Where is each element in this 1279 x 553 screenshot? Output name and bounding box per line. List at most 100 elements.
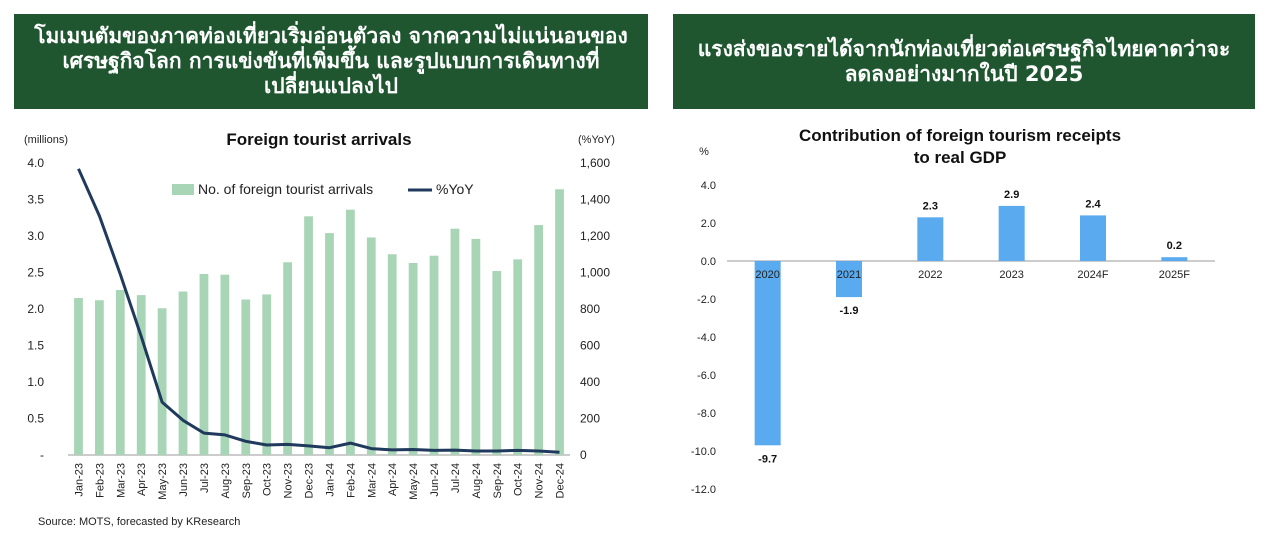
y-axis-tick-label: -8.0 [697, 408, 716, 420]
gdp-contribution-bar [917, 217, 944, 261]
x-axis-tick-label: 2025F [1159, 269, 1190, 281]
arrivals-bar [513, 259, 523, 455]
left-axis-tick-label: 2.5 [27, 266, 44, 280]
x-axis-tick-label: Jan-24 [324, 463, 336, 497]
chart-title-line-1: Contribution of foreign tourism receipts [799, 126, 1121, 145]
right-header-line-2: ลดลงอย่างมากในปี 2025 [844, 61, 1084, 86]
x-axis-tick-label: Apr-23 [136, 463, 148, 496]
arrivals-bar [366, 237, 376, 455]
right-header-line-1: แรงส่งของรายได้จากนักท่องเที่ยวต่อเศรษฐก… [697, 36, 1231, 61]
arrivals-bar [325, 233, 334, 455]
arrivals-bar [345, 209, 355, 455]
left-axis-tick-label: 3.5 [27, 193, 44, 207]
left-header-line-1: โมเมนตัมของภาคท่องเที่ยวเริ่มอ่อนตัวลง จ… [34, 24, 628, 48]
right-axis-tick-label: 600 [580, 339, 600, 353]
left-axis-unit: (millions) [24, 134, 68, 146]
arrivals-bar [74, 298, 83, 455]
right-axis-tick-label: 1,000 [580, 266, 610, 280]
x-axis-tick-label: Oct-24 [513, 463, 525, 496]
y-axis-tick-label: -6.0 [697, 370, 716, 382]
x-axis-tick-label: 2020 [755, 269, 779, 281]
left-header-banner: โมเมนตัมของภาคท่องเที่ยวเริ่มอ่อนตัวลง จ… [14, 14, 648, 109]
x-axis-tick-label: Aug-23 [220, 463, 232, 498]
x-axis-tick-label: Jul-23 [199, 463, 211, 493]
x-axis-tick-label: Jul-24 [450, 463, 462, 493]
left-axis-tick-label: 1.5 [27, 339, 44, 353]
x-axis-tick-label: Sep-23 [241, 463, 253, 498]
arrivals-bar [471, 238, 481, 455]
left-header-text: โมเมนตัมของภาคท่องเที่ยวเริ่มอ่อนตัวลง จ… [34, 24, 628, 99]
x-axis-tick-label: 2021 [837, 269, 861, 281]
right-axis-tick-label: 400 [580, 375, 600, 389]
x-axis-tick-label: May-23 [157, 463, 169, 500]
arrivals-bar [492, 271, 502, 455]
left-header-line-2: เศรษฐกิจโลก การแข่งขันที่เพิ่มขึ้น และรู… [62, 49, 600, 73]
gdp-contribution-bar [836, 261, 862, 298]
gdp-contribution-bar [998, 205, 1025, 261]
x-axis-tick-label: Nov-24 [534, 463, 546, 498]
bar-value-label: 2.9 [1004, 189, 1019, 201]
x-axis-tick-label: 2022 [918, 269, 942, 281]
x-axis-tick-label: Jan-23 [73, 463, 85, 497]
x-axis-tick-label: Mar-23 [115, 463, 127, 498]
left-axis-tick-label: 1.0 [27, 375, 44, 389]
arrivals-bar [178, 291, 188, 455]
left-axis-tick-label: 2.0 [27, 302, 44, 316]
right-axis-tick-label: 200 [580, 412, 600, 426]
source-note: Source: MOTS, forecasted by KResearch [38, 516, 241, 528]
y-axis-tick-label: -4.0 [697, 332, 716, 344]
x-axis-tick-label: 2024F [1077, 269, 1108, 281]
x-axis-tick-label: Oct-23 [262, 463, 274, 496]
right-header-text: แรงส่งของรายได้จากนักท่องเที่ยวต่อเศรษฐก… [698, 37, 1231, 87]
arrivals-bar [136, 295, 146, 455]
left-axis-tick-label: 4.0 [27, 156, 44, 170]
legend-bar-swatch [172, 184, 194, 195]
bar-value-label: -9.7 [758, 453, 777, 465]
arrivals-bar [408, 263, 418, 455]
y-axis-tick-label: 0.0 [701, 256, 716, 268]
right-axis-tick-label: 0 [580, 448, 587, 462]
y-axis-tick-label: -2.0 [697, 294, 716, 306]
x-axis-tick-label: Nov-23 [283, 463, 295, 498]
y-axis-tick-label: 4.0 [701, 180, 716, 192]
arrivals-bar [157, 308, 167, 455]
x-axis-tick-label: Feb-24 [345, 463, 357, 498]
right-header-banner: แรงส่งของรายได้จากนักท่องเที่ยวต่อเศรษฐก… [673, 14, 1255, 109]
arrivals-bar [534, 225, 544, 455]
arrivals-bar [241, 299, 251, 455]
y-axis-unit: % [699, 146, 709, 158]
x-axis-tick-label: Mar-24 [366, 463, 378, 498]
left-axis-tick-label: 3.0 [27, 229, 44, 243]
right-axis-tick-label: 1,400 [580, 193, 610, 207]
x-axis-tick-label: Jun-23 [178, 463, 190, 497]
y-axis-tick-label: -12.0 [691, 484, 716, 496]
right-axis-tick-label: 1,200 [580, 229, 610, 243]
legend-bar-label: No. of foreign tourist arrivals [198, 181, 373, 197]
x-axis-tick-label: Dec-24 [555, 463, 567, 498]
x-axis-tick-label: Apr-24 [387, 463, 399, 496]
x-axis-tick-label: Feb-23 [94, 463, 106, 498]
chart-title: Foreign tourist arrivals [226, 130, 411, 149]
arrivals-bar [555, 189, 564, 455]
arrivals-bar [450, 228, 460, 455]
legend-line-label: %YoY [436, 181, 474, 197]
tourist-arrivals-chart: Foreign tourist arrivals (millions) (%YoY)… [24, 130, 615, 500]
gdp-contribution-bar [1080, 215, 1106, 261]
arrivals-bar [262, 294, 272, 455]
arrivals-bar [304, 216, 313, 455]
arrivals-bar [94, 300, 104, 455]
left-axis-tick-label: - [40, 448, 44, 462]
left-axis-tick-label: 0.5 [27, 412, 44, 426]
arrivals-bar [199, 273, 209, 455]
left-header-line-3: เปลี่ยนแปลงไป [264, 74, 398, 98]
bar-value-label: 0.2 [1167, 240, 1182, 252]
right-axis-unit: (%YoY) [578, 134, 615, 146]
tourism-receipts-gdp-chart: Contribution of foreign tourism receipts… [691, 126, 1215, 496]
right-axis-tick-label: 1,600 [580, 156, 610, 170]
arrivals-bar [387, 254, 397, 455]
right-axis-tick-label: 800 [580, 302, 600, 316]
y-axis-tick-label: 2.0 [701, 218, 716, 230]
x-axis-tick-label: Sep-24 [492, 463, 504, 498]
arrivals-bar [429, 255, 439, 455]
gdp-contribution-bar [754, 261, 781, 446]
